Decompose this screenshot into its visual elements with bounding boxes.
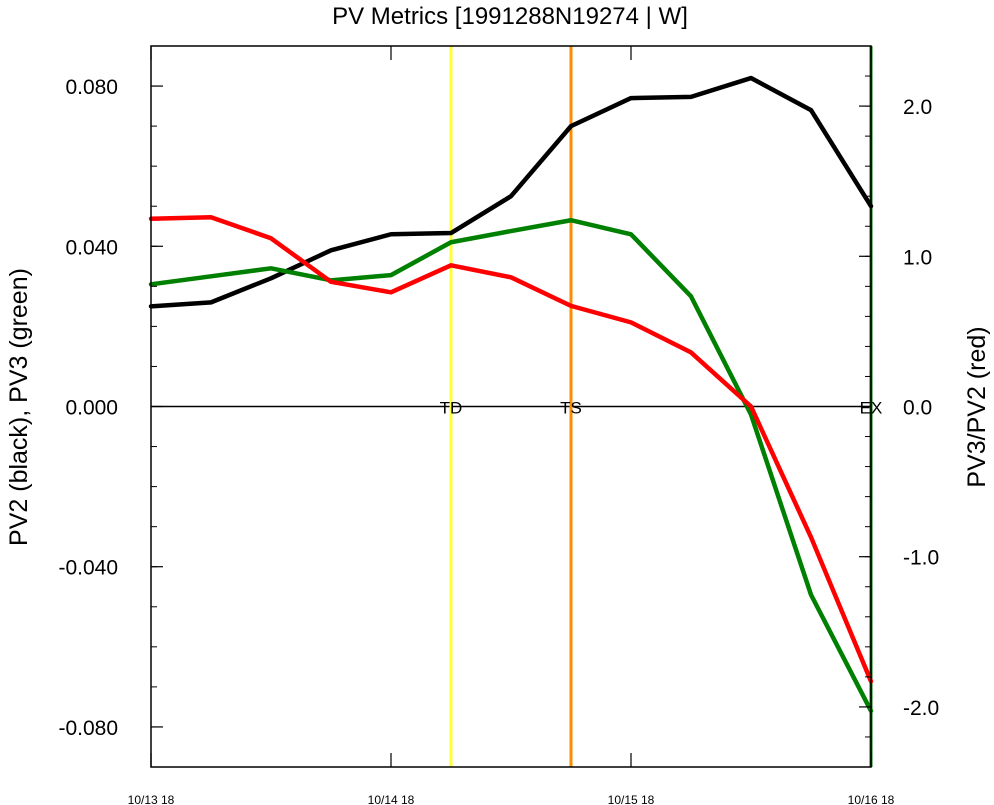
pv-ratio-line-point (329, 280, 333, 284)
pv2-line-point (509, 194, 513, 198)
pv3-line (148, 217, 874, 714)
pv-ratio-line-point (689, 350, 693, 354)
pv2-line-point (269, 276, 273, 280)
pv3-line-point (809, 593, 813, 597)
pv-ratio-line-point (209, 215, 213, 219)
pv3-line-point (449, 240, 453, 244)
pv2-line-point (209, 300, 213, 304)
x-tick-label: 10/13 18 (128, 793, 175, 805)
pv2-line-point (629, 96, 633, 100)
pv3-line-point (269, 266, 273, 270)
x-tick-label: 10/15 18 (608, 793, 655, 805)
pv2-line-point (809, 108, 813, 112)
marker-label-td: TD (440, 399, 463, 418)
pv2-line-point (449, 231, 453, 235)
pv2-line-point (689, 95, 693, 99)
series-lines (148, 75, 874, 714)
pv3-line-point (509, 229, 513, 233)
pv2-line-point (329, 248, 333, 252)
pv3-line-point (569, 218, 573, 222)
pv3-line-point (209, 274, 213, 278)
pv-ratio-line-point (569, 304, 573, 308)
y-left-tick-label: -0.080 (58, 717, 118, 740)
chart-title: PV Metrics [1991288N19274 | W] (332, 3, 688, 30)
pv3-line-point (629, 232, 633, 236)
y-left-tick-label: -0.040 (58, 557, 118, 580)
x-tick-label: 10/14 18 (368, 793, 415, 805)
pv-ratio-line-point (809, 535, 813, 539)
y-right-tick-label: -2.0 (903, 697, 939, 720)
pv3-line-point (389, 273, 393, 277)
pv2-line-point (569, 124, 573, 128)
pv-ratio-line-point (749, 405, 753, 408)
x-tick-label: 10/16 18 (848, 793, 895, 805)
pv2-line-point (389, 232, 393, 236)
pv-ratio-line-point (389, 290, 393, 294)
y-axis-left-label: PV2 (black), PV3 (green) (5, 268, 33, 546)
y-left-tick-label: 0.040 (65, 236, 118, 259)
y-right-tick-label: -1.0 (903, 547, 939, 570)
axis-ticks: 10/13 18 10/14 18 10/15 18 10/16 18 0.080 0.0… (58, 45, 939, 805)
y-axis-right-label: PV3/PV2 (red) (963, 326, 991, 487)
y-left-tick-label: 0.080 (65, 76, 118, 99)
marker-label-ts: TS (560, 399, 582, 418)
pv2-line-point (749, 76, 753, 80)
pv-ratio-line-point (449, 263, 453, 267)
y-right-tick-label: 1.0 (903, 246, 932, 269)
y-right-tick-label: 2.0 (903, 96, 932, 119)
pv3-line-point (749, 413, 753, 417)
pv3-line-point (689, 294, 693, 298)
y-left-tick-label: 0.000 (65, 397, 118, 420)
y-right-tick-label: 0.0 (903, 397, 932, 420)
pv-ratio-line-point (509, 275, 513, 279)
pv-ratio-line-point (269, 236, 273, 240)
pv-ratio-line-point (629, 320, 633, 324)
